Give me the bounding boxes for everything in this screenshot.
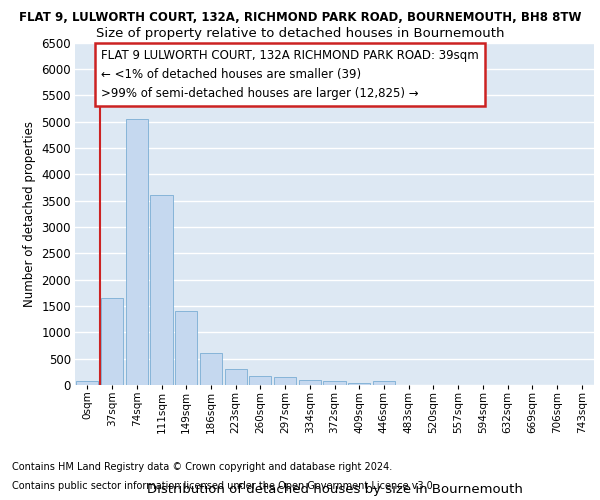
Bar <box>373 382 395 385</box>
Text: Size of property relative to detached houses in Bournemouth: Size of property relative to detached ho… <box>96 28 504 40</box>
Bar <box>125 119 148 385</box>
Bar <box>249 376 271 385</box>
Bar <box>274 377 296 385</box>
Y-axis label: Number of detached properties: Number of detached properties <box>23 120 35 306</box>
Bar <box>101 298 123 385</box>
Text: Contains HM Land Registry data © Crown copyright and database right 2024.: Contains HM Land Registry data © Crown c… <box>12 462 392 472</box>
Text: FLAT 9, LULWORTH COURT, 132A, RICHMOND PARK ROAD, BOURNEMOUTH, BH8 8TW: FLAT 9, LULWORTH COURT, 132A, RICHMOND P… <box>19 11 581 24</box>
Bar <box>348 382 370 385</box>
Bar <box>299 380 321 385</box>
Bar <box>76 382 98 385</box>
X-axis label: Distribution of detached houses by size in Bournemouth: Distribution of detached houses by size … <box>146 482 523 496</box>
Bar <box>224 369 247 385</box>
Bar <box>323 382 346 385</box>
Bar <box>175 311 197 385</box>
Text: FLAT 9 LULWORTH COURT, 132A RICHMOND PARK ROAD: 39sqm
← <1% of detached houses a: FLAT 9 LULWORTH COURT, 132A RICHMOND PAR… <box>101 49 479 100</box>
Bar <box>151 196 173 385</box>
Bar <box>200 353 222 385</box>
Text: Contains public sector information licensed under the Open Government Licence v3: Contains public sector information licen… <box>12 481 436 491</box>
